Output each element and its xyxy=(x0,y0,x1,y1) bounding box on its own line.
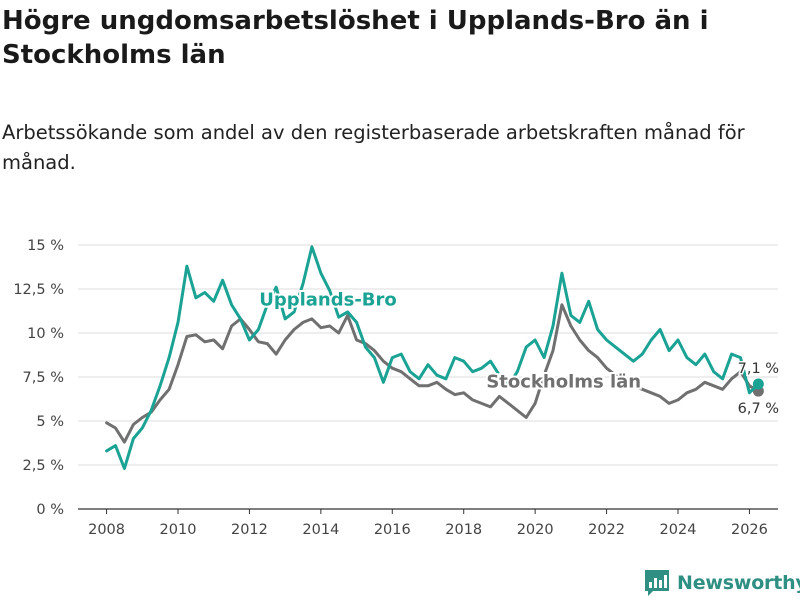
brand-logo: Newsworthy xyxy=(644,566,800,600)
series-line-stockholms-l-n xyxy=(105,303,760,444)
brand-name: Newsworthy xyxy=(677,572,800,594)
x-tick-label: 2008 xyxy=(88,522,125,538)
series-label-stockholms-l-n: Stockholms län xyxy=(486,372,641,393)
x-tick-label: 2026 xyxy=(731,522,768,538)
page-subtitle: Arbetssökande som andel av den registerb… xyxy=(2,121,745,174)
series-lines xyxy=(105,245,764,470)
x-tick-label: 2016 xyxy=(374,522,411,538)
y-tick-label: 12,5 % xyxy=(13,282,64,298)
series-line-upplands-bro xyxy=(105,245,760,470)
y-tick-label: 0 % xyxy=(36,502,64,518)
x-tick-label: 2012 xyxy=(231,522,268,538)
page-title: Högre ungdomsarbetslöshet i Upplands-Bro… xyxy=(2,6,709,70)
y-tick-label: 15 % xyxy=(27,238,64,254)
series-labels: Stockholms län 6,7 % Upplands-Bro 7,1 % xyxy=(257,288,780,419)
y-tick-label: 2,5 % xyxy=(23,458,64,474)
x-tick-label: 2014 xyxy=(302,522,339,538)
end-point-upplands-bro xyxy=(752,378,764,390)
x-tick-label: 2010 xyxy=(160,522,197,538)
x-tick-label: 2024 xyxy=(660,522,697,538)
x-axis-ticks: 2008 2010 2012 2014 2016 2018 2020 2022 2024 2026 xyxy=(88,509,768,538)
end-value-label-stockholms-l-n: 6,7 % xyxy=(738,401,779,417)
series-label-upplands-bro: Upplands-Bro xyxy=(259,290,397,311)
bar-chart-logo-icon xyxy=(645,570,669,596)
y-axis-ticks: 0 % 2,5 % 5 % 7,5 % 10 % 12,5 % 15 % xyxy=(13,238,64,518)
y-tick-label: 7,5 % xyxy=(23,370,64,386)
x-tick-label: 2020 xyxy=(517,522,554,538)
x-tick-label: 2022 xyxy=(588,522,625,538)
grid-lines xyxy=(78,244,778,466)
y-tick-label: 5 % xyxy=(36,414,64,430)
end-value-label-upplands-bro: 7,1 % xyxy=(738,361,779,377)
y-tick-label: 10 % xyxy=(27,326,64,342)
x-tick-label: 2018 xyxy=(445,522,482,538)
